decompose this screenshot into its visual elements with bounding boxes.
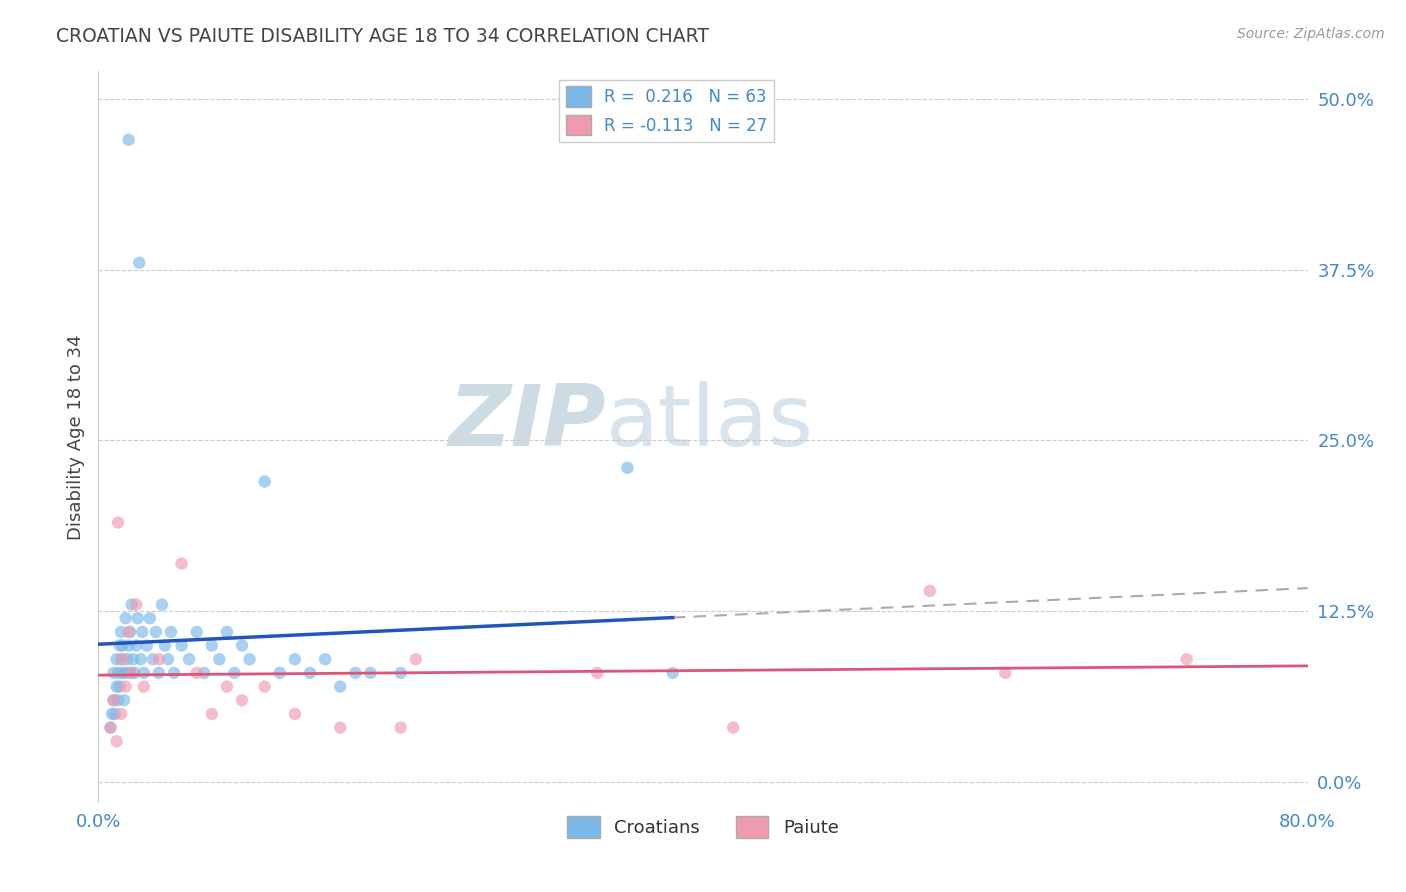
Text: ZIP: ZIP bbox=[449, 381, 606, 464]
Point bbox=[129, 652, 152, 666]
Point bbox=[114, 665, 136, 680]
Point bbox=[105, 680, 128, 694]
Point bbox=[329, 680, 352, 694]
Point bbox=[110, 706, 132, 721]
Point bbox=[405, 652, 427, 666]
Point bbox=[139, 611, 162, 625]
Point bbox=[215, 680, 238, 694]
Point bbox=[389, 721, 412, 735]
Point bbox=[110, 652, 132, 666]
Point bbox=[314, 652, 336, 666]
Point bbox=[112, 693, 135, 707]
Point bbox=[111, 639, 134, 653]
Point bbox=[135, 639, 157, 653]
Point bbox=[239, 652, 262, 666]
Point bbox=[186, 624, 208, 639]
Point bbox=[269, 665, 291, 680]
Point bbox=[101, 706, 124, 721]
Point bbox=[186, 665, 208, 680]
Point bbox=[231, 639, 253, 653]
Point bbox=[120, 665, 142, 680]
Y-axis label: Disability Age 18 to 34: Disability Age 18 to 34 bbox=[66, 334, 84, 540]
Text: CROATIAN VS PAIUTE DISABILITY AGE 18 TO 34 CORRELATION CHART: CROATIAN VS PAIUTE DISABILITY AGE 18 TO … bbox=[56, 27, 709, 45]
Point bbox=[118, 133, 141, 147]
Point bbox=[127, 611, 149, 625]
Point bbox=[118, 639, 141, 653]
Point bbox=[142, 652, 165, 666]
Point bbox=[114, 680, 136, 694]
Point bbox=[108, 639, 131, 653]
Point bbox=[105, 652, 128, 666]
Point bbox=[100, 721, 122, 735]
Point bbox=[122, 652, 145, 666]
Point bbox=[389, 665, 412, 680]
Point bbox=[224, 665, 246, 680]
Point bbox=[253, 680, 276, 694]
Point bbox=[163, 665, 186, 680]
Point bbox=[201, 706, 224, 721]
Point bbox=[156, 652, 179, 666]
Point bbox=[111, 652, 134, 666]
Point bbox=[179, 652, 201, 666]
Point bbox=[329, 721, 352, 735]
Point bbox=[105, 734, 128, 748]
Point bbox=[284, 706, 307, 721]
Point bbox=[661, 665, 683, 680]
Point bbox=[148, 652, 170, 666]
Point bbox=[994, 665, 1017, 680]
Point bbox=[111, 665, 134, 680]
Legend: Croatians, Paiute: Croatians, Paiute bbox=[560, 808, 846, 845]
Point bbox=[160, 624, 183, 639]
Point bbox=[723, 721, 745, 735]
Point bbox=[616, 460, 638, 475]
Point bbox=[125, 598, 148, 612]
Point bbox=[170, 639, 193, 653]
Point bbox=[103, 693, 125, 707]
Point bbox=[215, 624, 238, 639]
Point bbox=[125, 639, 148, 653]
Point bbox=[284, 652, 307, 666]
Point bbox=[108, 680, 131, 694]
Point bbox=[918, 583, 941, 598]
Point bbox=[124, 665, 146, 680]
Point bbox=[103, 693, 125, 707]
Point bbox=[231, 693, 253, 707]
Point bbox=[253, 475, 276, 489]
Point bbox=[107, 665, 129, 680]
Point bbox=[131, 624, 153, 639]
Point bbox=[208, 652, 231, 666]
Text: Source: ZipAtlas.com: Source: ZipAtlas.com bbox=[1237, 27, 1385, 41]
Point bbox=[121, 665, 143, 680]
Point bbox=[360, 665, 382, 680]
Point bbox=[104, 706, 127, 721]
Point bbox=[115, 652, 138, 666]
Point bbox=[121, 598, 143, 612]
Point bbox=[586, 665, 609, 680]
Point bbox=[107, 516, 129, 530]
Point bbox=[299, 665, 322, 680]
Point bbox=[100, 721, 122, 735]
Point bbox=[103, 665, 125, 680]
Point bbox=[344, 665, 367, 680]
Point bbox=[201, 639, 224, 653]
Point bbox=[120, 624, 142, 639]
Point bbox=[110, 624, 132, 639]
Point bbox=[128, 256, 150, 270]
Point bbox=[1175, 652, 1198, 666]
Point bbox=[118, 624, 141, 639]
Text: atlas: atlas bbox=[606, 381, 814, 464]
Point bbox=[150, 598, 173, 612]
Point bbox=[114, 611, 136, 625]
Point bbox=[132, 680, 155, 694]
Point bbox=[193, 665, 215, 680]
Point bbox=[148, 665, 170, 680]
Point bbox=[107, 693, 129, 707]
Point bbox=[153, 639, 176, 653]
Point bbox=[145, 624, 167, 639]
Point bbox=[170, 557, 193, 571]
Point bbox=[132, 665, 155, 680]
